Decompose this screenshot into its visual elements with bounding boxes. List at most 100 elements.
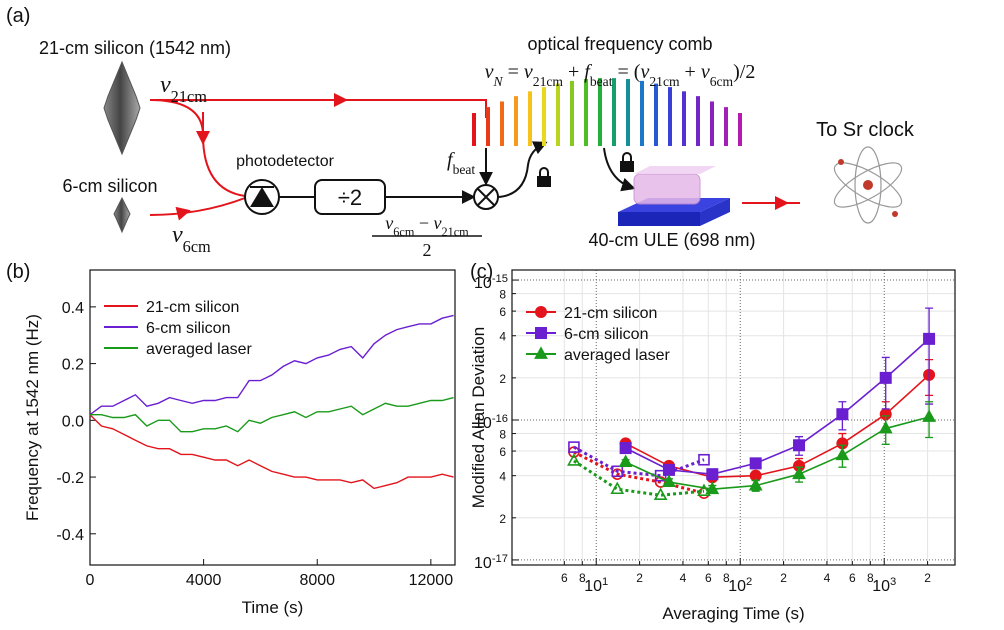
plot-frame [89, 269, 456, 566]
tick-base: 0.0 [62, 413, 84, 430]
marker [922, 409, 936, 422]
tick-label: 10-17 [474, 553, 508, 572]
comb-line [682, 91, 686, 146]
tick-label: -0.4 [56, 527, 84, 544]
marker [878, 420, 893, 434]
marker [662, 474, 676, 487]
comb-line [570, 80, 574, 146]
tick-label: 8 [579, 571, 586, 585]
tick-label: 101 [584, 576, 608, 595]
series-line [89, 314, 454, 416]
tick-base: 8 [499, 428, 506, 442]
rich-text: ν6cm − ν21cm [385, 213, 469, 239]
tick-label: 0.0 [62, 413, 84, 430]
panel-label: (b) [6, 261, 30, 283]
tick-base: 2 [924, 571, 931, 585]
marker [748, 477, 763, 491]
tick-label: 2 [636, 571, 643, 585]
tick-label: 4 [499, 330, 506, 344]
tick-base: 10 [474, 415, 492, 432]
text-part: ν [485, 61, 494, 83]
tick-base: 10 [474, 275, 492, 292]
beam [149, 197, 246, 216]
marker [706, 468, 719, 481]
text-part: + [563, 61, 584, 83]
marker [923, 332, 936, 345]
marker [749, 457, 762, 470]
tick-label: 2 [924, 571, 931, 585]
marker [793, 439, 806, 452]
tick-label: 8 [723, 571, 730, 585]
comb-line [612, 78, 616, 146]
tick-exponent: 2 [746, 576, 752, 588]
tick-base: 4 [824, 571, 831, 585]
tick-base: 8 [723, 571, 730, 585]
text-part: = ( [613, 61, 641, 83]
tick-base: 6 [561, 571, 568, 585]
short-line [573, 459, 705, 497]
comb-title: optical frequency comb [527, 34, 712, 54]
marker [534, 346, 548, 359]
text-part: 21cm [649, 74, 680, 89]
tick-label: 4 [824, 571, 831, 585]
panel-label: (c) [470, 261, 493, 283]
legend-label: averaged laser [146, 341, 253, 358]
comb-line [738, 113, 742, 146]
comb-line [598, 78, 602, 146]
marker [568, 441, 580, 453]
cavity-long [103, 60, 141, 156]
text-part: ν [701, 61, 710, 83]
rich-text: νN = ν21cm + fbeat = (ν21cm + ν6cm)/2 [485, 61, 756, 89]
comb-line [710, 101, 714, 146]
text-part: beat [590, 74, 613, 89]
comb-line [584, 79, 588, 146]
tick-base: 6 [499, 445, 506, 459]
tick-base: 8 [867, 571, 874, 585]
tick-label: 103 [872, 576, 896, 595]
comb-line [668, 87, 672, 146]
beam [149, 99, 246, 197]
tick-label: 2 [499, 372, 506, 386]
divider-label: ÷2 [338, 185, 362, 210]
text-part: 21cm [533, 74, 564, 89]
marker [697, 483, 711, 496]
cavity-label: 6-cm silicon [62, 176, 157, 196]
comb-line [514, 96, 518, 146]
comb-line [472, 113, 476, 146]
tick-label: 6 [499, 305, 506, 319]
comb-line [654, 83, 658, 146]
series-line [90, 396, 454, 433]
beam-arrow [175, 206, 191, 221]
lock-icon [537, 167, 551, 187]
text-part: + [680, 61, 701, 83]
legend-label: 6-cm silicon [564, 326, 648, 343]
text-part: 6cm [710, 74, 734, 89]
legend-label: 6-cm silicon [146, 320, 230, 337]
series-line [89, 414, 454, 490]
marker [698, 453, 710, 466]
tick-base: 4 [680, 571, 687, 585]
tick-label: 6 [705, 571, 712, 585]
tick-label: 10-16 [474, 413, 508, 432]
tick-base: 2 [499, 372, 506, 386]
fit-line [625, 374, 930, 479]
marker [705, 481, 720, 495]
tick-base: 8 [579, 571, 586, 585]
rich-text: ν6cm [172, 222, 211, 256]
tick-base: 6 [849, 571, 856, 585]
text-part: 6cm [183, 237, 211, 256]
tick-label: 8 [499, 288, 506, 302]
cavity-short [113, 196, 131, 234]
tick-label: 4000 [186, 572, 222, 589]
lock-icon [620, 152, 634, 172]
legend-label: averaged laser [564, 347, 671, 364]
comb-line [500, 101, 504, 146]
tick-exponent: -17 [492, 553, 508, 565]
fit-line [625, 416, 930, 491]
tick-label: 102 [728, 576, 752, 595]
text-part: ν [640, 61, 649, 83]
text-part: ν [524, 61, 533, 83]
cavity-label: 21-cm silicon (1542 nm) [39, 38, 231, 58]
tick-label: 2 [780, 571, 787, 585]
